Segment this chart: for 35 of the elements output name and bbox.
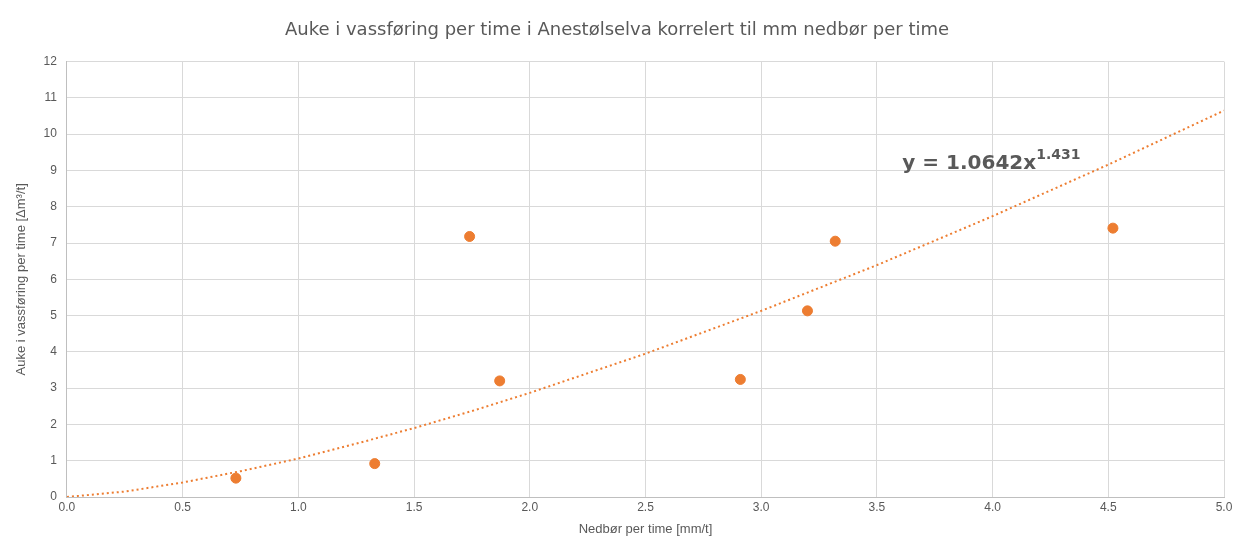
x-tick-label: 1.0 xyxy=(290,499,308,514)
y-axis-title: Auke i vassføring per time [Δm³/t] xyxy=(13,183,29,376)
y-tick-label: 9 xyxy=(50,162,58,177)
x-tick-label: 5.0 xyxy=(1215,499,1233,514)
point xyxy=(230,472,242,484)
point xyxy=(734,373,746,385)
x-axis-title: Nedbør per time [mm/t] xyxy=(578,520,713,536)
point xyxy=(494,375,506,387)
y-tick-label: 5 xyxy=(50,307,58,322)
y-tick-label: 6 xyxy=(50,271,58,286)
y-tick-label: 1 xyxy=(50,453,58,468)
point xyxy=(1107,222,1119,234)
point xyxy=(464,230,476,242)
y-tick-label: 8 xyxy=(50,199,58,214)
x-tick-label: 0.5 xyxy=(174,499,192,514)
y-tick-label: 10 xyxy=(43,126,58,141)
x-tick-label: 2.0 xyxy=(521,499,539,514)
point xyxy=(369,458,381,470)
y-tick-label: 12 xyxy=(43,53,58,68)
point xyxy=(801,305,813,317)
y-tick-label: 7 xyxy=(50,235,58,250)
chart-title: Auke i vassføring per time i Anestølselva korrelert til mm nedbør per time xyxy=(284,18,950,40)
x-tick-label: 0.0 xyxy=(58,499,76,514)
point xyxy=(829,235,841,247)
y-tick-label: 0 xyxy=(50,489,58,504)
y-tick-label: 2 xyxy=(50,416,58,431)
x-tick-label: 1.5 xyxy=(405,499,423,514)
y-tick-label: 3 xyxy=(50,380,58,395)
y-tick-label: 11 xyxy=(44,90,58,105)
x-tick-label: 4.0 xyxy=(984,499,1002,514)
x-tick-label: 3.0 xyxy=(752,499,770,514)
x-tick-label: 4.5 xyxy=(1099,499,1117,514)
x-tick-label: 2.5 xyxy=(637,499,655,514)
x-tick-label: 3.5 xyxy=(868,499,886,514)
y-tick-label: 4 xyxy=(50,344,58,359)
